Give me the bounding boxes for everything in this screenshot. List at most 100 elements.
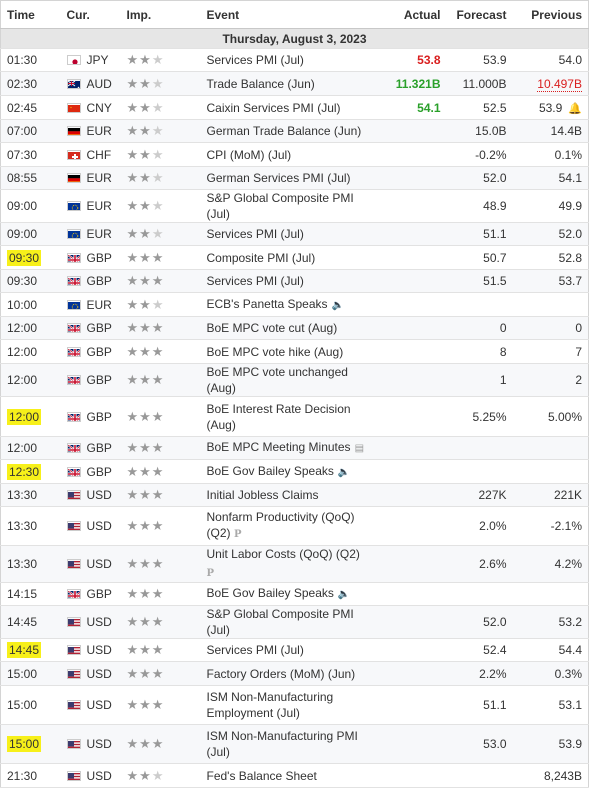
event-name[interactable]: S&P Global Composite PMI (Jul) <box>206 607 354 637</box>
event-cell[interactable]: S&P Global Composite PMI (Jul) <box>200 189 375 223</box>
event-row[interactable]: 13:30 USD ★★★ Unit Labor Costs (QoQ) (Q2) P… <box>0 545 589 583</box>
event-row[interactable]: 15:00 USD ★★★ ISM Non-Manufacturing Employm… <box>0 685 589 725</box>
event-cell[interactable]: Initial Jobless Claims <box>200 483 375 507</box>
event-row[interactable]: 12:00 GBP ★★★ BoE MPC vote cut (Aug) 0 0 <box>0 316 589 340</box>
event-cell[interactable]: BoE Interest Rate Decision (Aug) <box>200 396 375 437</box>
event-cell[interactable]: ECB's Panetta Speaks 🔈 <box>200 292 375 317</box>
event-cell[interactable]: Trade Balance (Jun) <box>200 71 375 96</box>
event-row[interactable]: 15:00 USD ★★★ ISM Non-Manufacturing PMI (Ju… <box>0 724 589 764</box>
event-row[interactable]: 12:30 GBP ★★★ BoE Gov Bailey Speaks 🔈 <box>0 459 589 484</box>
event-row[interactable]: 09:30 GBP ★★★ Composite PMI (Jul) 50.7 52.8 <box>0 245 589 270</box>
currency-cell: EUR <box>60 189 121 223</box>
event-name[interactable]: Trade Balance (Jun) <box>206 76 315 91</box>
event-row[interactable]: 12:00 GBP ★★★ BoE Interest Rate Decision (A… <box>0 396 589 437</box>
col-actual-header[interactable]: Actual <box>374 0 447 29</box>
event-row[interactable]: 12:00 GBP ★★★ BoE MPC vote hike (Aug) 8 7 <box>0 339 589 364</box>
speech-icon[interactable]: 🔈 <box>337 589 351 600</box>
event-cell[interactable]: CPI (MoM) (Jul) <box>200 142 375 167</box>
event-name[interactable]: Services PMI (Jul) <box>206 53 304 67</box>
event-cell[interactable]: German Trade Balance (Jun) <box>200 119 375 143</box>
event-name[interactable]: S&P Global Composite PMI (Jul) <box>206 191 354 221</box>
col-event-header[interactable]: Event <box>200 0 375 29</box>
event-name[interactable]: Unit Labor Costs (QoQ) (Q2) <box>206 547 360 561</box>
event-row[interactable]: 14:45 USD ★★★ Services PMI (Jul) 52.4 54.4 <box>0 638 589 662</box>
event-name[interactable]: BoE MPC vote cut (Aug) <box>206 321 338 335</box>
event-row[interactable]: 08:55 EUR ★★★ German Services PMI (Jul) 52.0… <box>0 166 589 190</box>
col-currency-header[interactable]: Cur. <box>60 0 121 29</box>
event-cell[interactable]: ISM Non-Manufacturing PMI (Jul) <box>200 724 375 764</box>
event-row[interactable]: 12:00 GBP ★★★ BoE MPC vote unchanged (Aug) 1… <box>0 363 589 397</box>
event-cell[interactable]: Unit Labor Costs (QoQ) (Q2) P <box>200 545 375 583</box>
event-name[interactable]: BoE Gov Bailey Speaks <box>206 463 334 478</box>
event-name[interactable]: BoE MPC vote unchanged (Aug) <box>206 365 348 395</box>
event-name[interactable]: German Services PMI (Jul) <box>206 171 351 185</box>
currency-cell: GBP <box>60 396 121 437</box>
event-row[interactable]: 12:00 GBP ★★★ BoE MPC Meeting Minutes ▤ <box>0 436 589 460</box>
event-name[interactable]: ISM Non-Manufacturing Employment (Jul) <box>206 690 334 720</box>
event-row[interactable]: 09:00 EUR ★★★ Services PMI (Jul) 51.1 52.0 <box>0 222 589 246</box>
event-cell[interactable]: ISM Non-Manufacturing Employment (Jul) <box>200 685 375 725</box>
event-row[interactable]: 15:00 USD ★★★ Factory Orders (MoM) (Jun) 2.2… <box>0 661 589 686</box>
event-name[interactable]: BoE MPC Meeting Minutes <box>206 440 351 454</box>
col-forecast-header[interactable]: Forecast <box>446 0 513 29</box>
event-cell[interactable]: Services PMI (Jul) <box>200 269 375 293</box>
event-name[interactable]: Caixin Services PMI (Jul) <box>206 100 341 115</box>
event-name[interactable]: Services PMI (Jul) <box>206 643 304 657</box>
event-cell[interactable]: Services PMI (Jul) <box>200 222 375 246</box>
event-row[interactable]: 09:00 EUR ★★★ S&P Global Composite PMI (Jul… <box>0 189 589 223</box>
event-name[interactable]: BoE MPC vote hike (Aug) <box>206 344 344 359</box>
event-name[interactable]: BoE Interest Rate Decision (Aug) <box>206 401 351 432</box>
event-row[interactable]: 14:45 USD ★★★ S&P Global Composite PMI (Jul… <box>0 605 589 639</box>
time-value: 02:45 <box>7 100 38 115</box>
event-cell[interactable]: Services PMI (Jul) <box>200 48 375 72</box>
event-name[interactable]: Composite PMI (Jul) <box>206 250 316 265</box>
event-name[interactable]: Services PMI (Jul) <box>206 274 304 288</box>
event-name[interactable]: Fed's Balance Sheet <box>206 768 317 783</box>
event-name[interactable]: ECB's Panetta Speaks <box>206 296 328 311</box>
event-cell[interactable]: BoE MPC vote hike (Aug) <box>200 339 375 364</box>
event-row[interactable]: 07:00 EUR ★★★ German Trade Balance (Jun) 15.… <box>0 119 589 143</box>
event-name[interactable]: Services PMI (Jul) <box>206 227 304 241</box>
event-name[interactable]: German Trade Balance (Jun) <box>206 124 362 138</box>
event-row[interactable]: 13:30 USD ★★★ Nonfarm Productivity (QoQ) (Q… <box>0 506 589 546</box>
event-name[interactable]: Factory Orders (MoM) (Jun) <box>206 666 356 681</box>
previous-value: 4.2% <box>554 557 582 571</box>
event-row[interactable]: 01:30 JPY ★★★ Services PMI (Jul) 53.8 53.9 54.… <box>0 48 589 72</box>
event-row[interactable]: 09:30 GBP ★★★ Services PMI (Jul) 51.5 53.7 <box>0 269 589 293</box>
event-cell[interactable]: German Services PMI (Jul) <box>200 166 375 190</box>
forecast-value: 48.9 <box>483 199 507 213</box>
event-row[interactable]: 02:30 AUD ★★★ Trade Balance (Jun) 11.321B 11.… <box>0 71 589 96</box>
speech-icon[interactable]: 🔈 <box>331 299 344 311</box>
event-name[interactable]: BoE Gov Bailey Speaks <box>206 586 334 600</box>
event-name[interactable]: Initial Jobless Claims <box>206 488 319 502</box>
event-cell[interactable]: Nonfarm Productivity (QoQ) (Q2) P <box>200 506 375 546</box>
event-name[interactable]: Nonfarm Productivity (QoQ) (Q2) <box>206 510 355 540</box>
event-row[interactable]: 07:30 CHF ★★★ CPI (MoM) (Jul) -0.2% 0.1% <box>0 142 589 167</box>
event-cell[interactable]: Fed's Balance Sheet <box>200 763 375 788</box>
event-cell[interactable]: Services PMI (Jul) <box>200 638 375 662</box>
event-row[interactable]: 10:00 EUR ★★★ ECB's Panetta Speaks 🔈 <box>0 292 589 317</box>
currency-code: GBP <box>86 321 112 335</box>
speech-icon[interactable]: 🔈 <box>337 466 351 478</box>
document-icon[interactable]: ▤ <box>354 443 365 454</box>
event-cell[interactable]: BoE MPC vote cut (Aug) <box>200 316 375 340</box>
event-cell[interactable]: S&P Global Composite PMI (Jul) <box>200 605 375 639</box>
event-name[interactable]: CPI (MoM) (Jul) <box>206 147 292 162</box>
event-cell[interactable]: BoE MPC Meeting Minutes ▤ <box>200 436 375 460</box>
event-name[interactable]: ISM Non-Manufacturing PMI (Jul) <box>206 729 358 759</box>
event-cell[interactable]: Caixin Services PMI (Jul) <box>200 95 375 120</box>
event-row[interactable]: 13:30 USD ★★★ Initial Jobless Claims 227K 221… <box>0 483 589 507</box>
event-row[interactable]: 21:30 USD ★★★ Fed's Balance Sheet 8,243B <box>0 763 589 788</box>
event-cell[interactable]: BoE MPC vote unchanged (Aug) <box>200 363 375 397</box>
event-cell[interactable]: Factory Orders (MoM) (Jun) <box>200 661 375 686</box>
time-value: 14:45 <box>7 642 42 658</box>
col-importance-header[interactable]: Imp. <box>120 0 201 29</box>
bell-alert-icon[interactable]: 🔔 <box>568 102 582 115</box>
col-previous-header[interactable]: Previous <box>512 0 589 29</box>
event-cell[interactable]: BoE Gov Bailey Speaks 🔈 <box>200 582 375 606</box>
event-row[interactable]: 02:45 CNY ★★★ Caixin Services PMI (Jul) 54.1… <box>0 95 589 120</box>
col-time-header[interactable]: Time <box>0 0 61 29</box>
event-cell[interactable]: BoE Gov Bailey Speaks 🔈 <box>200 459 375 484</box>
event-row[interactable]: 14:15 GBP ★★★ BoE Gov Bailey Speaks 🔈 <box>0 582 589 606</box>
event-cell[interactable]: Composite PMI (Jul) <box>200 245 375 270</box>
